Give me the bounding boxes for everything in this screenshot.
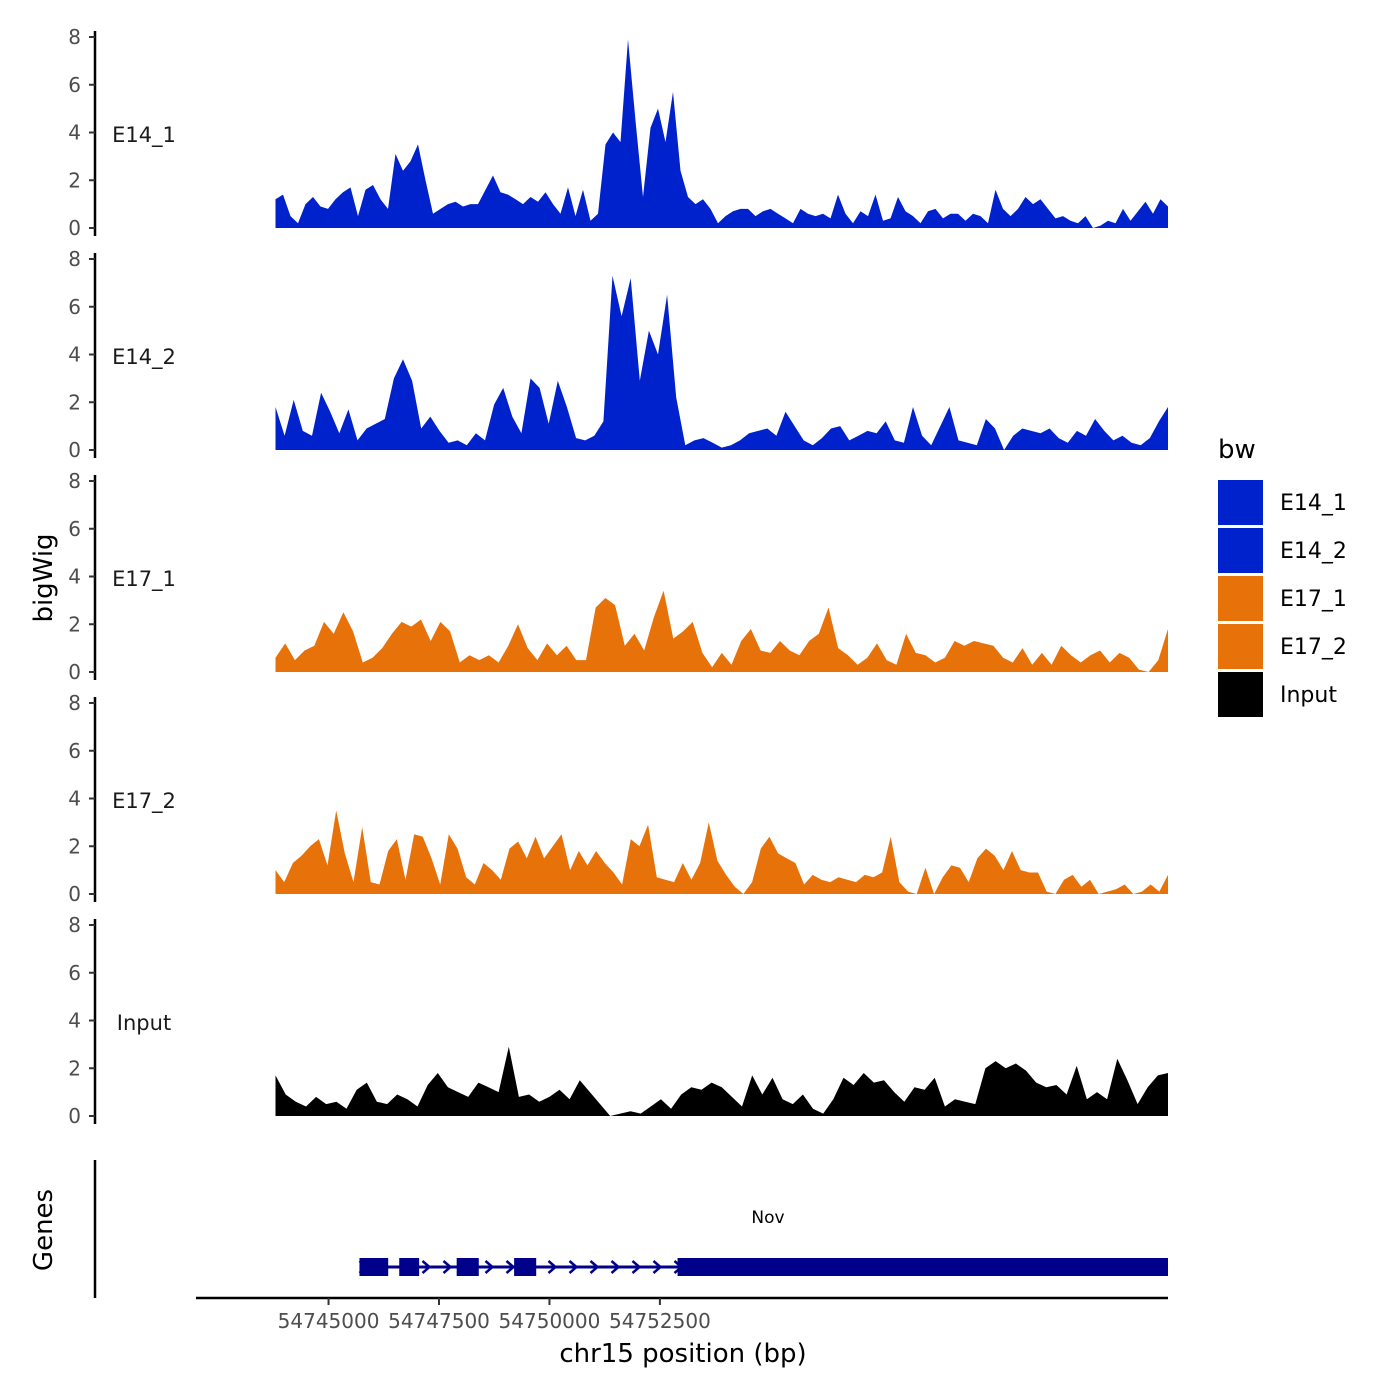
track-label-E14_1: E14_1 [112,123,176,148]
gene-exon [514,1258,537,1276]
y-tick-label: 8 [68,691,81,715]
y-tick-label: 4 [68,121,81,145]
legend-swatch-E17_2 [1218,624,1263,669]
gene-exon [677,1258,1168,1276]
genes-axis-title: Genes [29,1189,59,1271]
y-tick-label: 0 [68,216,81,240]
strand-arrow [631,1260,642,1274]
strand-arrow [610,1260,621,1274]
x-tick-label: 54752500 [609,1309,711,1333]
track-E17_1: 0 2 4 6 8 E17_1 [68,469,1168,684]
signal-area-E14_2 [275,275,1168,450]
track-E17_2: 0 2 4 6 8 E17_2 [68,691,1168,906]
legend-swatch-E14_2 [1218,528,1263,573]
signal-area-E17_1 [275,590,1168,672]
y-tick-label: 2 [68,390,81,414]
legend-label-E17_2: E17_2 [1280,635,1347,660]
x-axis: 54745000 54747500 54750000 54752500 [196,1296,1168,1333]
strand-arrow [568,1260,579,1274]
track-label-E17_1: E17_1 [112,567,176,592]
y-tick-label: 0 [68,1104,81,1128]
gene-exon [456,1258,479,1276]
signal-area-E17_2 [275,810,1168,894]
y-tick-label: 0 [68,660,81,684]
y-tick-label: 6 [68,517,81,541]
track-E14_2: 0 2 4 6 8 E14_2 [68,247,1168,462]
legend: bw E14_1 E14_2 E17_1 E17_2 Input [1218,435,1347,717]
track-Input: 0 2 4 6 8 Input [68,913,1168,1128]
y-tick-label: 8 [68,469,81,493]
y-tick-label: 8 [68,25,81,49]
y-tick-label: 0 [68,882,81,906]
y-tick-label: 6 [68,739,81,763]
legend-swatch-E14_1 [1218,480,1263,525]
y-tick-label: 4 [68,565,81,589]
strand-arrow [421,1260,432,1274]
strand-arrow [442,1260,453,1274]
y-tick-label: 8 [68,913,81,937]
track-E14_1: 0 2 4 6 8 E14_1 [68,25,1168,240]
y-tick-label: 6 [68,295,81,319]
legend-title: bw [1218,435,1256,465]
legend-label-E17_1: E17_1 [1280,587,1347,612]
strand-arrow [484,1260,495,1274]
gene-panel: Nov [93,1160,1168,1298]
y-tick-label: 2 [68,168,81,192]
signal-area-E14_1 [275,39,1168,229]
y-axis-title: bigWig [29,533,59,622]
strand-arrow [547,1260,558,1274]
y-tick-label: 2 [68,612,81,636]
x-tick-label: 54747500 [388,1309,490,1333]
strand-arrow [652,1260,663,1274]
y-tick-label: 0 [68,438,81,462]
legend-label-Input: Input [1280,683,1337,708]
y-tick-label: 4 [68,343,81,367]
x-tick-label: 54750000 [499,1309,601,1333]
x-axis-title: chr15 position (bp) [559,1339,806,1369]
y-tick-label: 4 [68,1009,81,1033]
legend-label-E14_2: E14_2 [1280,539,1347,564]
legend-label-E14_1: E14_1 [1280,491,1347,516]
strand-arrow [589,1260,600,1274]
gene-exon [399,1258,420,1276]
y-tick-label: 6 [68,73,81,97]
y-tick-label: 6 [68,961,81,985]
y-tick-label: 2 [68,834,81,858]
x-tick-label: 54745000 [278,1309,380,1333]
strand-arrow [505,1260,516,1274]
y-tick-label: 8 [68,247,81,271]
legend-swatch-E17_1 [1218,576,1263,621]
signal-area-Input [275,1046,1168,1116]
track-panels: 0 2 4 6 8 E14_1 0 2 4 6 8 E14_2 0 2 4 6 8 E17_1 0 2 4 6 8 E17_2… [68,25,1168,1128]
track-label-E17_2: E17_2 [112,789,176,814]
y-tick-label: 2 [68,1056,81,1080]
legend-swatch-Input [1218,672,1263,717]
track-label-Input: Input [117,1011,171,1035]
y-tick-label: 4 [68,787,81,811]
track-label-E14_2: E14_2 [112,345,176,370]
gene-name-label: Nov [751,1208,784,1228]
gene-exon [359,1258,389,1276]
